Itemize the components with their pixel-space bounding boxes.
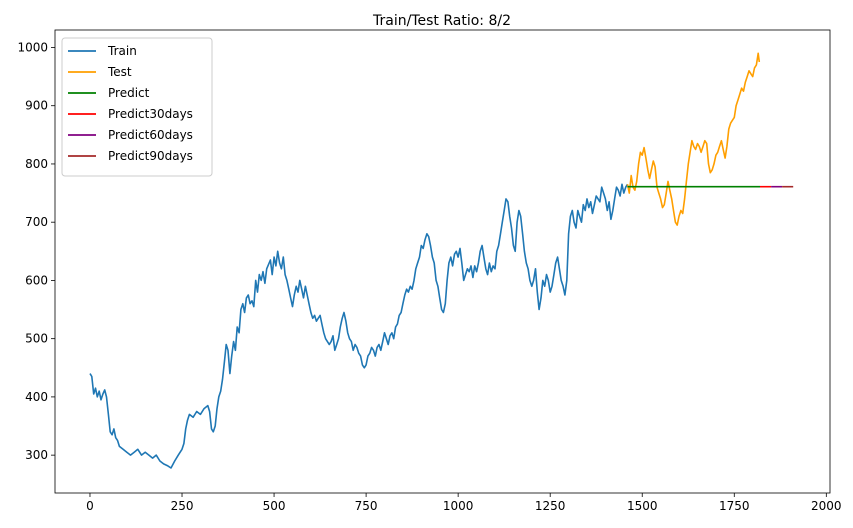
x-tick-label: 1500	[627, 499, 658, 513]
y-tick-label: 300	[25, 448, 48, 462]
y-tick-label: 700	[25, 215, 48, 229]
plot-area	[54, 29, 831, 494]
x-tick-label: 750	[355, 499, 378, 513]
series-layer	[89, 52, 794, 469]
x-tick-label: 1000	[443, 499, 474, 513]
legend-label-test: Test	[107, 65, 132, 79]
x-tick-label: 2000	[811, 499, 842, 513]
legend: Train Test Predict Predict30days Predict60da…	[61, 37, 213, 177]
legend-label-predict60days: Predict60days	[108, 128, 193, 142]
y-tick-label: 500	[25, 332, 48, 346]
series-line-train	[89, 183, 629, 469]
series-line-test	[626, 52, 761, 226]
y-tick-label: 600	[25, 273, 48, 287]
y-tick-label: 400	[25, 390, 48, 404]
y-tick-label: 900	[25, 99, 48, 113]
x-tick-label: 1250	[535, 499, 566, 513]
legend-label-predict: Predict	[108, 86, 150, 100]
x-axis: 0 250 500 750 1000 1250 1500 1750 2000	[86, 493, 842, 513]
y-axis: 300 400 500 600 700 800 900 1000	[17, 40, 55, 462]
x-tick-label: 1750	[719, 499, 750, 513]
x-tick-label: 250	[171, 499, 194, 513]
legend-label-predict30days: Predict30days	[108, 107, 193, 121]
legend-label-train: Train	[107, 44, 137, 58]
legend-box	[61, 37, 213, 177]
y-tick-label: 800	[25, 157, 48, 171]
legend-label-predict90days: Predict90days	[108, 149, 193, 163]
x-tick-label: 0	[86, 499, 94, 513]
chart-title: Train/Test Ratio: 8/2	[372, 13, 511, 29]
y-tick-label: 1000	[17, 40, 48, 54]
x-tick-label: 500	[263, 499, 286, 513]
